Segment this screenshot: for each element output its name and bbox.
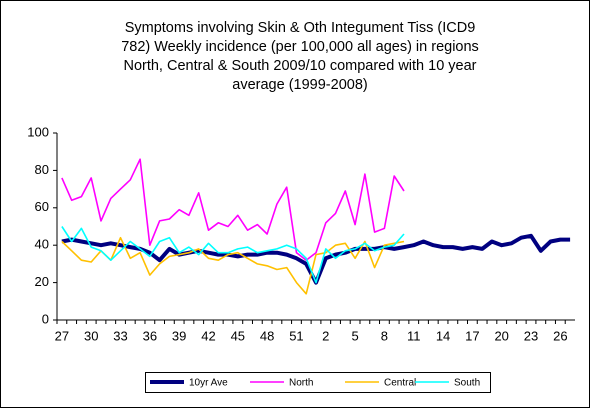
chart-title: Symptoms involving Skin & Oth Integument…: [121, 20, 479, 93]
y-tick-label: 100: [27, 124, 49, 139]
chart-title-line: average (1999-2008): [232, 77, 367, 93]
x-tick-label: 39: [172, 328, 186, 343]
x-tick-label: 33: [113, 328, 127, 343]
x-tick-label: 27: [55, 328, 69, 343]
y-tick-label: 20: [35, 274, 49, 289]
chart-title-line: Symptoms involving Skin & Oth Integument…: [125, 20, 476, 36]
x-tick-label: 8: [381, 328, 388, 343]
chart-title-line: 782) Weekly incidence (per 100,000 all a…: [121, 39, 479, 55]
x-tick-label: 11: [407, 328, 421, 343]
chart-title-line: North, Central & South 2009/10 compared …: [123, 58, 476, 74]
series-line: [61, 236, 405, 295]
series-line: [61, 226, 405, 284]
y-tick-label: 40: [35, 237, 49, 252]
x-tick-label: 51: [289, 328, 303, 343]
legend-label: South: [454, 378, 480, 389]
x-tick-label: 5: [351, 328, 358, 343]
x-tick-label: 45: [231, 328, 245, 343]
x-tick-label: 14: [436, 328, 450, 343]
x-tick-label: 23: [524, 328, 538, 343]
y-tick-label: 80: [35, 162, 49, 177]
x-tick-label: 17: [465, 328, 479, 343]
x-tick-label: 36: [143, 328, 157, 343]
x-tick-label: 2: [322, 328, 329, 343]
x-tick-label: 26: [553, 328, 567, 343]
x-tick-label: 30: [84, 328, 98, 343]
legend-label: 10yr Ave: [189, 378, 228, 389]
y-tick-label: 0: [42, 311, 49, 326]
x-tick-label: 48: [260, 328, 274, 343]
x-tick-label: 42: [201, 328, 215, 343]
legend: [145, 372, 491, 393]
series-line: [61, 158, 405, 261]
y-tick-label: 60: [35, 199, 49, 214]
x-tick-label: 20: [494, 328, 508, 343]
legend-label: North: [289, 378, 313, 389]
legend-label: Central: [384, 378, 416, 389]
